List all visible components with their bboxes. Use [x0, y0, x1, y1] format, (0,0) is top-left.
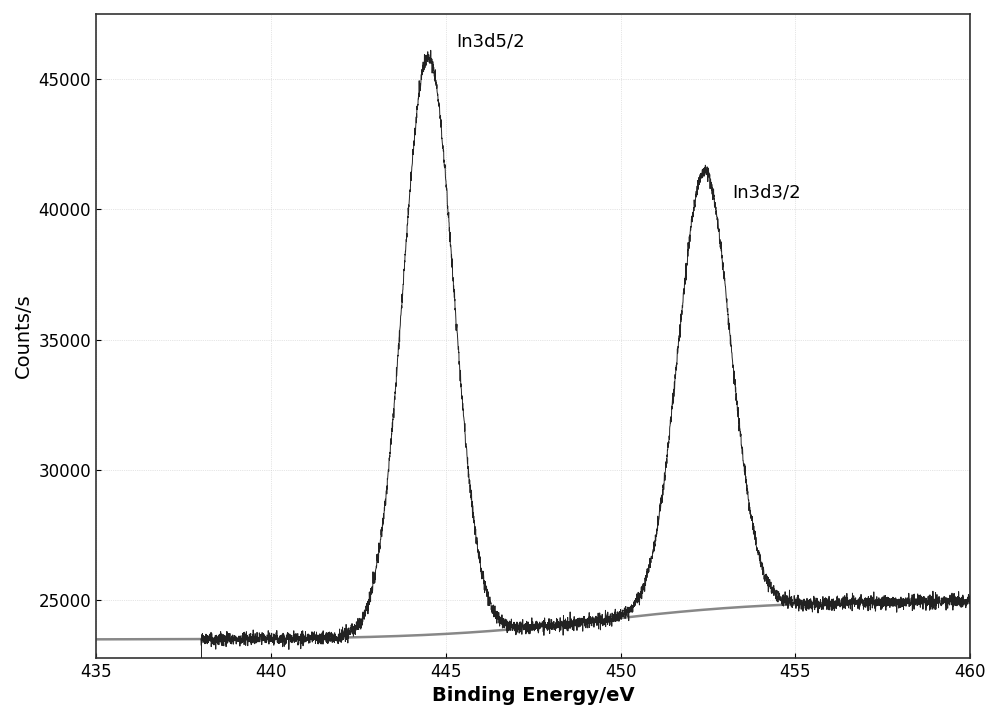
Y-axis label: Counts/s: Counts/s: [14, 293, 33, 378]
X-axis label: Binding Energy/eV: Binding Energy/eV: [432, 686, 634, 705]
Text: In3d5/2: In3d5/2: [456, 32, 525, 50]
Text: In3d3/2: In3d3/2: [733, 183, 801, 201]
